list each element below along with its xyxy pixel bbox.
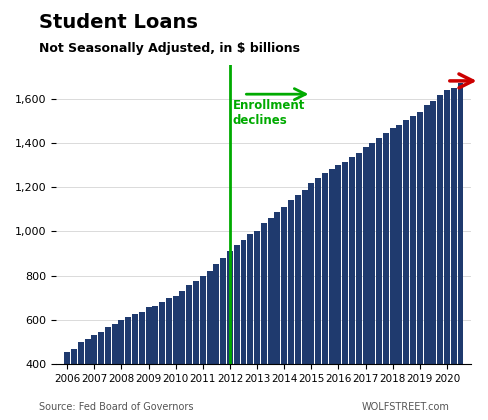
Bar <box>240 240 246 420</box>
Bar <box>348 157 354 420</box>
Bar <box>328 169 334 420</box>
Bar <box>213 263 219 420</box>
Bar <box>342 162 347 420</box>
Bar <box>416 112 422 420</box>
Bar <box>389 129 395 420</box>
Bar <box>226 251 232 420</box>
Bar <box>165 298 172 420</box>
Bar <box>403 120 408 420</box>
Bar <box>159 302 165 420</box>
Bar <box>98 332 104 420</box>
Bar <box>274 212 280 420</box>
Bar <box>145 307 151 420</box>
Bar <box>193 281 199 420</box>
Bar <box>362 147 368 420</box>
Bar <box>64 352 70 420</box>
Bar <box>78 342 83 420</box>
Bar <box>111 324 118 420</box>
Bar <box>409 116 415 420</box>
Bar <box>200 276 205 420</box>
Bar <box>450 87 456 420</box>
Bar <box>84 339 90 420</box>
Text: WOLFSTREET.com: WOLFSTREET.com <box>361 402 449 412</box>
Bar <box>172 296 178 420</box>
Bar <box>308 183 314 420</box>
Bar <box>457 83 463 420</box>
Bar <box>281 207 286 420</box>
Bar <box>118 320 124 420</box>
Bar <box>375 139 381 420</box>
Bar <box>382 133 388 420</box>
Bar <box>152 306 158 420</box>
Text: Source: Fed Board of Governors: Source: Fed Board of Governors <box>39 402 193 412</box>
Bar <box>396 125 402 420</box>
Bar <box>105 327 111 420</box>
Bar <box>267 218 273 420</box>
Bar <box>429 101 435 420</box>
Bar <box>321 173 327 420</box>
Bar <box>179 291 185 420</box>
Bar <box>314 178 321 420</box>
Bar <box>206 271 212 420</box>
Bar <box>233 245 239 420</box>
Bar <box>132 315 138 420</box>
Text: Enrollment
declines: Enrollment declines <box>232 99 305 126</box>
Bar <box>254 231 260 420</box>
Bar <box>287 200 293 420</box>
Bar <box>220 258 225 420</box>
Bar <box>301 191 307 420</box>
Text: Not Seasonally Adjusted, in $ billions: Not Seasonally Adjusted, in $ billions <box>39 42 300 55</box>
Bar <box>125 317 131 420</box>
Bar <box>71 349 77 420</box>
Bar <box>436 95 442 420</box>
Bar <box>91 336 97 420</box>
Bar <box>355 153 361 420</box>
Bar <box>368 143 375 420</box>
Bar <box>443 90 449 420</box>
Bar <box>335 165 341 420</box>
Bar <box>247 234 253 420</box>
Bar <box>294 195 300 420</box>
Bar <box>260 223 266 420</box>
Text: Student Loans: Student Loans <box>39 13 198 32</box>
Bar <box>423 105 429 420</box>
Bar <box>139 312 144 420</box>
Bar <box>186 285 192 420</box>
